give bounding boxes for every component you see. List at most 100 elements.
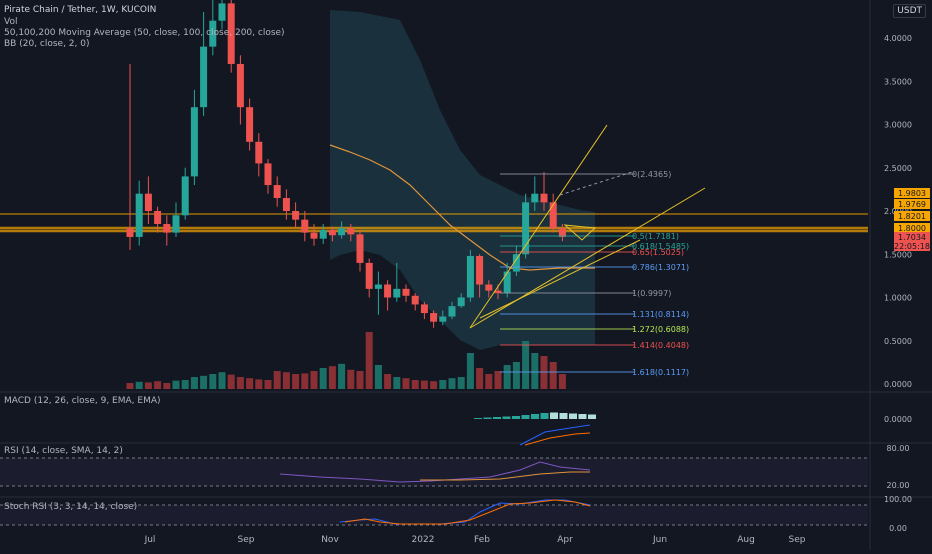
- volume-bar: [512, 362, 520, 389]
- candle-body: [466, 255, 474, 298]
- macd-histogram-bar: [474, 418, 482, 419]
- rsi-band-fill: [0, 458, 868, 486]
- candle-body: [236, 63, 244, 108]
- price-label-box: [894, 211, 930, 221]
- candle-body: [384, 284, 392, 298]
- candle-body: [402, 288, 410, 296]
- candle-body: [190, 107, 198, 177]
- volume-bar: [144, 382, 152, 389]
- price-label-text: 1.9769: [898, 200, 926, 209]
- macd-histogram-bar: [550, 412, 558, 419]
- volume-bar: [338, 363, 346, 389]
- candle-body: [163, 223, 171, 233]
- volume-bar: [255, 379, 263, 389]
- macd-histogram-bar: [559, 413, 568, 419]
- candle-body: [476, 255, 484, 285]
- candle-body: [273, 185, 281, 199]
- price-tick-label: 2.5000: [884, 164, 912, 173]
- candle-body: [522, 202, 530, 255]
- trend-line: [469, 187, 706, 329]
- candle-body: [411, 295, 419, 305]
- time-tick-label: Nov: [321, 535, 339, 545]
- candle-body: [310, 232, 318, 239]
- projection-line: [559, 171, 633, 196]
- indicator-ma-label[interactable]: 50,100,200 Moving Average (50, close, 10…: [4, 28, 285, 38]
- candle-body: [209, 20, 217, 47]
- volume-bar: [531, 353, 539, 389]
- trend-line: [479, 239, 641, 319]
- time-tick-label: Jul: [144, 535, 156, 545]
- stoch-rsi-label[interactable]: Stoch RSI (3, 3, 14, 14, close): [4, 502, 138, 512]
- candle-body: [540, 193, 548, 203]
- volume-bar: [328, 366, 336, 389]
- currency-badge[interactable]: USDT: [893, 4, 926, 18]
- volume-bar: [466, 353, 474, 389]
- candle-body: [448, 306, 456, 317]
- fib-level-label: 1.618(0.1117): [632, 368, 689, 377]
- rsi-tick-label: 80.00: [887, 444, 910, 453]
- volume-bar: [402, 378, 410, 389]
- volume-bar: [310, 371, 318, 389]
- volume-bar: [154, 381, 162, 389]
- volume-bar: [264, 380, 272, 389]
- candle-body: [549, 202, 557, 229]
- symbol-title[interactable]: Pirate Chain / Tether, 1W, KUCOIN: [4, 5, 157, 15]
- candle-body: [512, 254, 520, 272]
- volume-bar: [457, 377, 465, 389]
- candle-body: [126, 228, 134, 237]
- candle-body: [172, 215, 180, 233]
- rsi-sma-line: [420, 471, 590, 481]
- price-tick-label: 0.0000: [884, 380, 912, 389]
- volume-bar: [172, 380, 180, 389]
- trend-line: [469, 124, 608, 329]
- price-label-text: 1.7034: [898, 233, 926, 242]
- macd-histogram-bar: [540, 413, 549, 419]
- volume-bar: [190, 377, 198, 389]
- macd-histogram-bar: [588, 414, 596, 419]
- volume-bar: [393, 377, 401, 389]
- volume-bar: [246, 378, 254, 389]
- rsi-tick-label: 20.00: [887, 481, 910, 490]
- volume-bar: [430, 381, 438, 389]
- candle-body: [301, 219, 309, 233]
- macd-label[interactable]: MACD (12, 26, close, 9, EMA, EMA): [4, 396, 161, 406]
- candle-body: [154, 211, 162, 224]
- indicator-vol-label[interactable]: Vol: [4, 17, 18, 27]
- volume-bar: [126, 383, 134, 389]
- indicator-bb-label[interactable]: BB (20, close, 2, 0): [4, 39, 90, 49]
- fib-level-label: 0.5(1.7181): [632, 232, 679, 241]
- candle-body: [144, 193, 152, 211]
- candle-body: [135, 193, 143, 237]
- moving-average-line: [329, 144, 595, 271]
- price-label-text: 1.8000: [898, 224, 926, 233]
- fib-level-label: 1.414(0.4048): [632, 341, 689, 350]
- volume-bar: [227, 374, 235, 389]
- candle-body: [439, 316, 447, 322]
- rsi-label[interactable]: RSI (14, close, SMA, 14, 2): [4, 446, 123, 456]
- candle-body: [485, 284, 493, 291]
- rsi-line: [279, 461, 591, 483]
- volume-bar: [273, 371, 281, 389]
- volume-bar: [384, 374, 392, 389]
- macd-histogram-bar: [512, 416, 520, 419]
- volume-bar: [558, 374, 566, 389]
- macd-histogram-bar: [483, 417, 492, 419]
- volume-bar: [200, 375, 208, 389]
- bollinger-band-fill: [330, 10, 595, 350]
- candle-body: [246, 107, 254, 142]
- volume-bar: [411, 380, 419, 389]
- volume-bar: [236, 377, 244, 389]
- volume-bar: [181, 380, 189, 389]
- price-label-box: [894, 232, 930, 242]
- volume-bar: [439, 380, 447, 389]
- candle-body: [393, 288, 401, 298]
- candle-body: [338, 228, 346, 236]
- time-tick-label: Sep: [238, 535, 255, 545]
- fib-level-label: 0.786(1.3071): [632, 263, 689, 272]
- stoch-k-line: [339, 499, 591, 525]
- volume-bar: [485, 374, 493, 389]
- price-tick-label: 3.0000: [884, 121, 912, 130]
- candle-body: [374, 284, 382, 289]
